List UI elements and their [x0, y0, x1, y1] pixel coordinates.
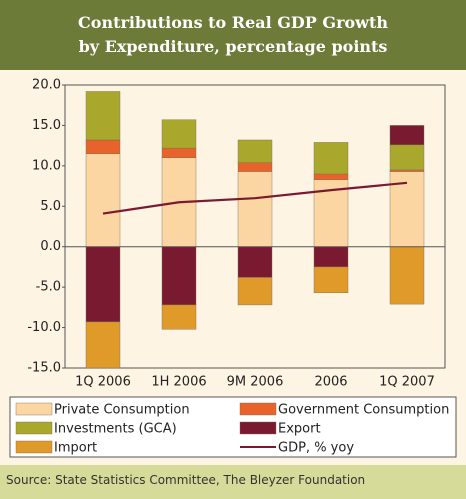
- x-tick-label: 1H 2006: [151, 375, 206, 390]
- bar-segment: [85, 321, 121, 369]
- bar-segment: [85, 246, 121, 323]
- legend-swatch: [15, 402, 53, 416]
- bar-segment: [313, 266, 349, 294]
- bar-segment: [161, 246, 197, 306]
- bar-segment: [85, 139, 121, 154]
- x-tick-label: 1Q 2007: [379, 375, 435, 390]
- plot-frame: [64, 84, 446, 369]
- bar-segment: [237, 162, 273, 172]
- bar-segment: [313, 246, 349, 268]
- bar-segment: [389, 246, 425, 305]
- bar-segment: [161, 304, 197, 330]
- legend-label: Export: [278, 422, 321, 437]
- gdp-line: [102, 181, 408, 215]
- bar-segment: [237, 139, 273, 163]
- legend-swatch: [239, 421, 277, 435]
- bar-segment: [237, 171, 273, 247]
- bar-segment: [313, 173, 349, 180]
- bar-segment: [85, 91, 121, 141]
- bar-segment: [237, 277, 273, 306]
- bar-segment: [389, 171, 425, 247]
- legend-label: Government Consumption: [278, 403, 449, 418]
- y-tick-label: -15.0: [27, 361, 61, 376]
- x-tick-label: 2006: [314, 375, 347, 390]
- y-tick-label: 5.0: [40, 199, 61, 214]
- legend-swatch: [239, 402, 277, 416]
- source: Source: State Statistics Committee, The …: [0, 465, 466, 499]
- x-tick-label: 1Q 2006: [75, 375, 131, 390]
- legend-swatch: [15, 440, 53, 454]
- legend-label: Investments (GCA): [54, 422, 177, 437]
- x-tick-label: 9M 2006: [227, 375, 284, 390]
- bar-segment: [161, 147, 197, 158]
- y-tick-label: 10.0: [32, 158, 61, 173]
- bar-segment: [389, 169, 425, 172]
- legend-label: Private Consumption: [54, 403, 190, 418]
- title-line: Contributions to Real GDP Growth: [78, 13, 388, 32]
- bar-segment: [237, 246, 273, 278]
- legend-swatch: [15, 421, 53, 435]
- legend-box: [9, 396, 457, 458]
- legend-label: GDP, % yoy: [278, 441, 354, 456]
- y-tick-label: 20.0: [32, 78, 61, 93]
- title-line: by Expenditure, percentage points: [78, 37, 388, 56]
- bar-segment: [389, 125, 425, 146]
- bar-segment: [161, 119, 197, 149]
- y-tick-label: 0.0: [40, 239, 61, 254]
- chart-title: Contributions to Real GDP Growth by Expe…: [0, 0, 466, 70]
- chart: -15.0 -10.0 -5.0 0.0 5.0 10.0 15.0 20.0 1Q 2006 1…: [9, 78, 457, 458]
- bar-segment: [313, 142, 349, 175]
- bar-segment: [389, 144, 425, 171]
- legend-label: Import: [54, 441, 97, 456]
- y-tick-label: -5.0: [36, 280, 61, 295]
- y-tick-label: 15.0: [32, 118, 61, 133]
- y-tick-label: -10.0: [27, 320, 61, 335]
- bar-segment: [85, 153, 121, 247]
